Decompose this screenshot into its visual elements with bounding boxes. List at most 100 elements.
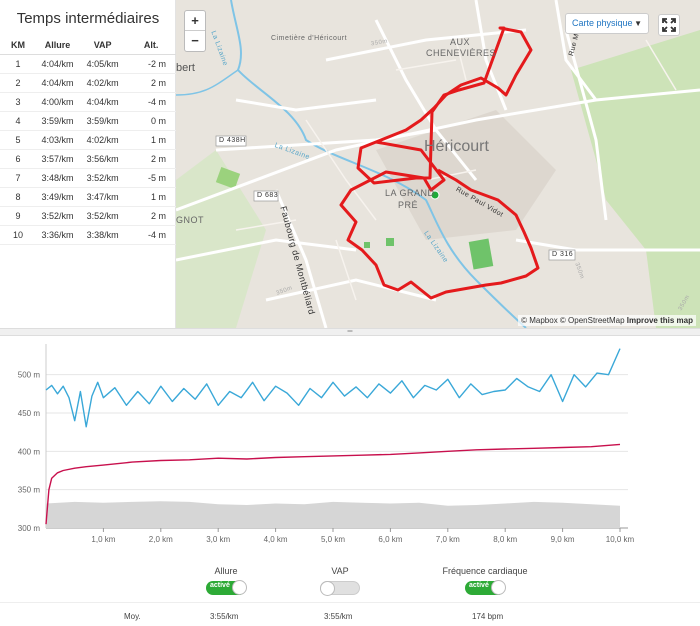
park-area <box>176 150 266 328</box>
map-canvas[interactable] <box>176 0 700 328</box>
split-alt: -2 m <box>126 54 176 74</box>
split-km: 3 <box>0 92 37 112</box>
split-alt: -5 m <box>126 168 176 188</box>
x-tick-label: 9,0 km <box>551 535 575 544</box>
toggle-pace-state: activé <box>210 582 230 589</box>
chart-canvas[interactable]: 500 m 450 m 400 m 350 m 300 m 1,0 km 2,0 km 3,0… <box>0 336 700 561</box>
toggle-vap: VAP <box>280 566 400 597</box>
split-vap: 3:47/km <box>78 187 127 207</box>
toggle-vap-switch[interactable] <box>320 581 360 596</box>
sports-field <box>215 167 241 189</box>
split-alt: 1 m <box>126 130 176 150</box>
x-tick-label: 1,0 km <box>91 535 115 544</box>
split-pace: 4:03/km <box>36 130 79 150</box>
split-row: 5 4:03/km 4:02/km 1 m <box>0 130 176 150</box>
split-vap: 3:52/km <box>78 206 127 226</box>
averages-label: Moy. <box>124 612 141 621</box>
route-map[interactable]: D 438H D 683 D 316 Cimetière d'Héricourt… <box>176 0 700 328</box>
toggle-heart-rate: Fréquence cardiaque activé <box>425 566 545 597</box>
split-alt: -4 m <box>126 92 176 112</box>
split-row: 6 3:57/km 3:56/km 2 m <box>0 149 176 169</box>
map-label-la-grand-pre-line1: LA GRAND <box>385 188 435 198</box>
x-tick-label: 4,0 km <box>264 535 288 544</box>
chevron-down-icon: ▼ <box>634 19 642 28</box>
toggle-pace-label: Allure <box>214 566 238 576</box>
split-row: 7 3:48/km 3:52/km -5 m <box>0 168 176 188</box>
split-pace: 4:00/km <box>36 92 79 112</box>
split-pace: 3:52/km <box>36 206 79 226</box>
split-km: 8 <box>0 187 37 207</box>
split-row: 3 4:00/km 4:04/km -4 m <box>0 92 176 112</box>
river <box>230 0 527 328</box>
split-km: 1 <box>0 54 37 74</box>
improve-map-link[interactable]: Improve this map <box>626 316 693 325</box>
x-tick-label: 6,0 km <box>378 535 402 544</box>
altitude-area[interactable] <box>46 501 620 528</box>
split-km: 2 <box>0 73 37 93</box>
heart-rate-series-line[interactable] <box>45 443 621 525</box>
split-alt: -4 m <box>126 225 176 245</box>
split-vap: 3:59/km <box>78 111 127 131</box>
zoom-control: + − <box>184 10 206 52</box>
split-pace: 3:48/km <box>36 168 79 188</box>
start-marker[interactable] <box>430 190 440 200</box>
road-label-d683: D 683 <box>257 192 279 199</box>
map-label-chevenieres-line1: AUX <box>450 37 471 47</box>
route-line[interactable] <box>339 26 540 300</box>
split-pace: 3:57/km <box>36 149 79 169</box>
split-alt: 2 m <box>126 73 176 93</box>
split-vap: 4:02/km <box>78 130 127 150</box>
map-label-la-grand-pre-line2: PRÉ <box>398 200 419 210</box>
toggle-pace: Allure activé <box>166 566 286 597</box>
road-label-d316: D 316 <box>552 251 574 258</box>
toggle-heart-rate-label: Fréquence cardiaque <box>442 566 528 576</box>
map-type-value: Carte physique <box>572 18 633 28</box>
x-tick-label: 5,0 km <box>321 535 345 544</box>
map-label-bert: bert <box>176 62 195 74</box>
column-header-pace: Allure <box>36 36 79 55</box>
minor-roads <box>235 39 677 301</box>
average-pace: 3:55/km <box>210 612 239 621</box>
split-alt: 2 m <box>126 149 176 169</box>
map-label-cemetery: Cimetière d'Héricourt <box>271 35 348 42</box>
toggle-knob <box>491 580 506 595</box>
average-heart-rate: 174 bpm <box>472 612 504 621</box>
split-pace: 3:49/km <box>36 187 79 207</box>
split-km: 9 <box>0 206 37 226</box>
zoom-in-button[interactable]: + <box>185 11 205 31</box>
park-area <box>571 30 700 328</box>
x-tick-label: 2,0 km <box>149 535 173 544</box>
split-km: 6 <box>0 149 37 169</box>
toggle-heart-rate-switch[interactable]: activé <box>465 580 506 595</box>
y-tick-label: 400 m <box>18 447 41 456</box>
split-pace: 3:36/km <box>36 225 79 245</box>
river <box>176 69 239 96</box>
split-km: 7 <box>0 168 37 188</box>
resize-handle[interactable]: ═ <box>0 328 700 336</box>
toggle-pace-switch[interactable]: activé <box>206 580 247 595</box>
series-toggles: Allure activé VAP Fréquence cardiaque ac… <box>0 566 700 602</box>
map-label-gnot: GNOT <box>176 215 204 225</box>
split-km: 10 <box>0 225 37 245</box>
green-area <box>364 242 370 248</box>
split-pace: 4:04/km <box>36 54 79 74</box>
split-vap: 4:02/km <box>78 73 127 93</box>
column-header-km: KM <box>0 36 37 55</box>
split-km: 5 <box>0 130 37 150</box>
split-row: 10 3:36/km 3:38/km -4 m <box>0 225 176 245</box>
map-type-select[interactable]: Carte physique ▼ <box>565 13 649 34</box>
fullscreen-button[interactable] <box>658 14 680 36</box>
split-alt: 1 m <box>126 187 176 207</box>
x-tick-label: 3,0 km <box>206 535 230 544</box>
road-shields <box>215 135 576 261</box>
x-tick-label: 8,0 km <box>493 535 517 544</box>
split-row: 8 3:49/km 3:47/km 1 m <box>0 187 176 207</box>
pace-series-line[interactable] <box>45 348 621 428</box>
split-row: 1 4:04/km 4:05/km -2 m <box>0 54 176 74</box>
zoom-out-button[interactable]: − <box>191 33 199 48</box>
y-tick-label: 450 m <box>18 409 41 418</box>
profile-chart[interactable]: 500 m 450 m 400 m 350 m 300 m 1,0 km 2,0 km 3,0… <box>0 336 700 561</box>
column-header-alt: Alt. <box>126 36 176 55</box>
y-tick-label: 500 m <box>18 371 41 380</box>
